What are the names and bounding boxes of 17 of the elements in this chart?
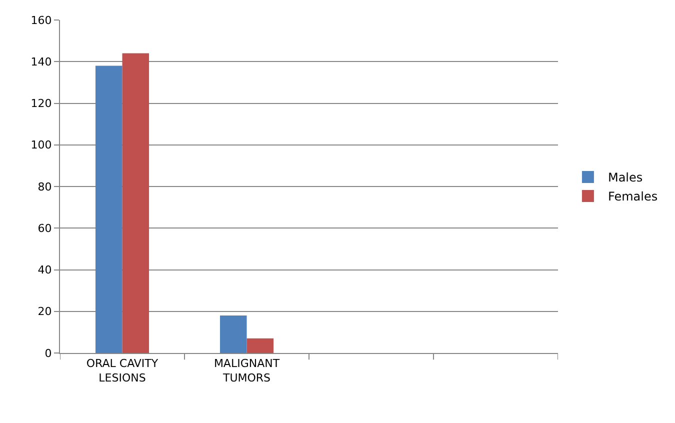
y-tick-label: 0 — [44, 346, 52, 360]
y-tick-label: 100 — [30, 138, 52, 152]
bar — [95, 66, 122, 353]
legend-label: Males — [608, 170, 643, 185]
y-tick-label: 40 — [38, 264, 52, 277]
bar — [246, 338, 274, 353]
x-tick-label: ORAL CAVITY LESIONS — [86, 357, 158, 384]
bar — [122, 53, 150, 353]
y-tick-label: 60 — [38, 222, 52, 235]
legend-label: Females — [608, 190, 658, 204]
x-tick-label: MALIGNANT TUMORS — [214, 357, 280, 384]
bar — [220, 316, 247, 353]
y-tick-label: 140 — [30, 55, 52, 68]
y-tick-label: 120 — [30, 97, 52, 110]
y-tick-label: 20 — [38, 305, 52, 318]
y-tick-label: 160 — [30, 14, 52, 27]
y-tick-label: 80 — [38, 180, 52, 194]
